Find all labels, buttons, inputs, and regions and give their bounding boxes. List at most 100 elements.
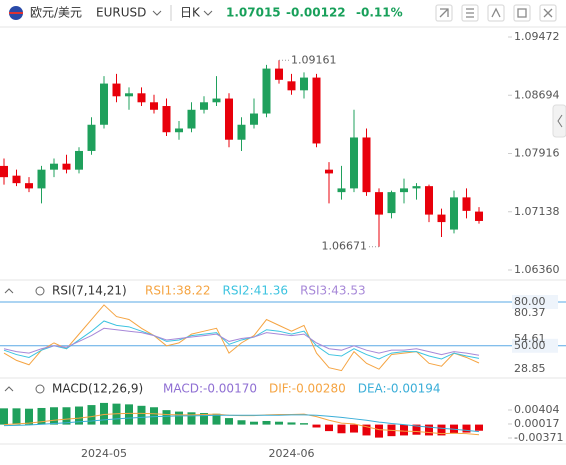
collapse-arrow bbox=[557, 114, 563, 128]
candle-body bbox=[0, 165, 8, 178]
histogram-bar bbox=[162, 410, 171, 425]
change: -0.00122 bbox=[286, 6, 346, 20]
range-label: 80.37 bbox=[514, 306, 546, 319]
legend-entry: MACD:-0.00170 bbox=[163, 382, 257, 396]
y-tick-label: 1.07916 bbox=[514, 147, 560, 160]
candle-body bbox=[300, 77, 308, 91]
histogram-bar bbox=[225, 418, 233, 425]
histogram-bar bbox=[312, 424, 321, 428]
histogram-bar bbox=[362, 424, 371, 436]
histogram-bar bbox=[475, 424, 483, 431]
last-price: 1.07015 bbox=[226, 6, 281, 20]
legend-entry: RSI2:41.36 bbox=[223, 284, 289, 298]
caret bbox=[152, 10, 162, 16]
candle-body bbox=[400, 188, 408, 193]
candle-body bbox=[37, 169, 46, 189]
y-tick-label: 80.00 bbox=[514, 295, 546, 308]
histogram-bar bbox=[87, 405, 96, 425]
y-tick-label: 1.09472 bbox=[514, 30, 560, 43]
histogram-bar bbox=[150, 407, 158, 425]
candle-body bbox=[325, 169, 333, 174]
histogram-bar bbox=[75, 406, 83, 425]
candle-body bbox=[50, 163, 58, 170]
candle-body bbox=[425, 186, 433, 215]
tool-button[interactable] bbox=[513, 4, 531, 22]
candle-body bbox=[450, 197, 458, 230]
caret bbox=[203, 10, 213, 16]
histogram-bar bbox=[175, 411, 183, 425]
histogram-bar bbox=[425, 424, 433, 436]
candle-body bbox=[337, 188, 346, 193]
indicator-line bbox=[3, 304, 480, 372]
candle-body bbox=[150, 102, 158, 110]
histogram-bar bbox=[375, 424, 383, 438]
histogram-bar bbox=[400, 424, 408, 436]
y-tick-label: 0.00017 bbox=[514, 417, 560, 430]
indicator-line bbox=[3, 320, 480, 360]
histogram-bar bbox=[212, 413, 221, 425]
tool-button[interactable] bbox=[539, 4, 557, 22]
candle-body bbox=[250, 113, 258, 125]
tool-icon bbox=[491, 7, 501, 18]
histogram-bar bbox=[0, 408, 8, 425]
histogram-bar bbox=[300, 423, 308, 425]
candle-body bbox=[375, 192, 383, 215]
indicator-line bbox=[3, 327, 480, 356]
candle-body bbox=[175, 128, 183, 133]
histogram-bar bbox=[187, 412, 196, 425]
candle-body bbox=[12, 175, 21, 184]
legend-entry: RSI1:38.22 bbox=[145, 284, 211, 298]
tool-button[interactable] bbox=[435, 4, 453, 22]
collapse-tab[interactable] bbox=[552, 104, 566, 138]
candle-body bbox=[125, 93, 133, 97]
histogram-bar bbox=[275, 421, 283, 425]
settings-icon[interactable] bbox=[35, 286, 45, 296]
histogram-bar bbox=[125, 404, 133, 425]
tool-button[interactable] bbox=[487, 4, 505, 22]
range-label: 28.85 bbox=[514, 362, 546, 375]
candle-body bbox=[212, 98, 221, 103]
panel-toggle[interactable] bbox=[4, 386, 14, 392]
tick-box bbox=[512, 295, 558, 309]
histogram-bar bbox=[62, 407, 71, 425]
histogram-bar bbox=[287, 422, 296, 425]
y-tick-label: 1.07138 bbox=[514, 205, 560, 218]
candle-body bbox=[100, 83, 108, 125]
symbol[interactable]: EURUSD bbox=[96, 6, 146, 20]
candle-body bbox=[75, 150, 83, 170]
pair-name[interactable]: 欧元/美元 bbox=[30, 6, 82, 20]
candle-body bbox=[112, 83, 121, 97]
y-tick-label: 1.08694 bbox=[514, 88, 560, 101]
annotation: 1.09161 bbox=[291, 53, 337, 66]
tool-button[interactable] bbox=[461, 4, 479, 22]
candle-body bbox=[200, 102, 208, 110]
candle-body bbox=[462, 197, 471, 211]
y-tick-label: 50.00 bbox=[514, 339, 546, 352]
candle-body bbox=[437, 214, 446, 223]
candle-body bbox=[262, 68, 271, 114]
macd-title: MACD(12,26,9) bbox=[52, 382, 143, 396]
tool-icon bbox=[543, 8, 553, 18]
tool-icon bbox=[466, 8, 474, 18]
candle-body bbox=[387, 192, 396, 214]
x-tick-label: 2024-06 bbox=[269, 447, 315, 460]
candle-body bbox=[275, 68, 283, 80]
range-label: 54.61 bbox=[514, 332, 546, 345]
histogram-bar bbox=[462, 424, 471, 433]
indicator-line bbox=[3, 414, 480, 433]
settings-icon[interactable] bbox=[35, 384, 45, 394]
y-tick-label: 1.06360 bbox=[514, 263, 560, 276]
histogram-bar bbox=[137, 405, 146, 425]
candle-body bbox=[362, 137, 371, 193]
histogram-bar bbox=[37, 407, 46, 425]
legend-entry: DIF:-0.00280 bbox=[269, 382, 346, 396]
period[interactable]: 日K bbox=[180, 6, 201, 20]
tool-icon bbox=[517, 8, 527, 18]
candle-body bbox=[350, 137, 358, 189]
panel-toggle[interactable] bbox=[4, 288, 14, 294]
candle-body bbox=[25, 183, 33, 189]
candle-body bbox=[225, 98, 233, 140]
histogram-bar bbox=[25, 408, 33, 425]
candle-body bbox=[162, 106, 171, 133]
